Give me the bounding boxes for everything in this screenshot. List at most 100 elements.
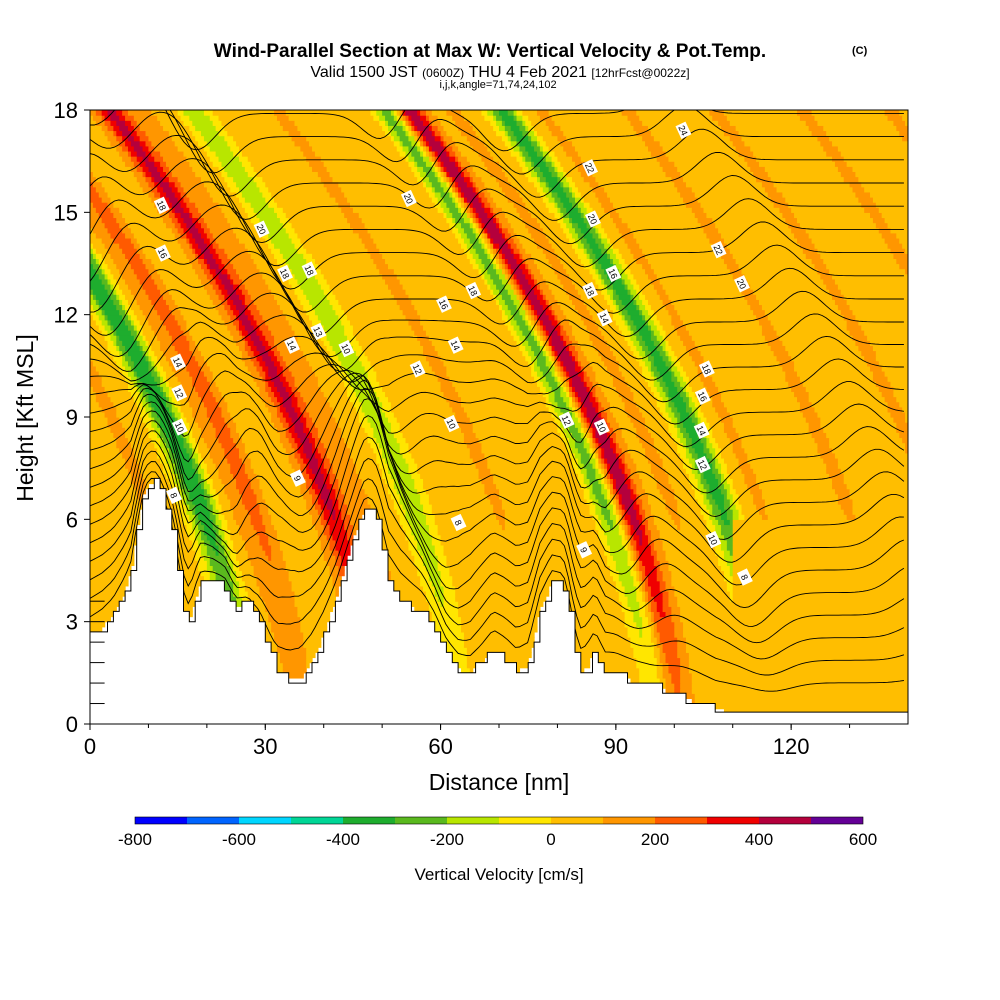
velocity-cell bbox=[688, 396, 693, 403]
velocity-cell bbox=[723, 550, 731, 556]
velocity-cell bbox=[399, 135, 410, 142]
velocity-cell bbox=[680, 191, 696, 198]
velocity-cell bbox=[563, 166, 579, 172]
velocity-cell bbox=[271, 355, 278, 362]
velocity-cell bbox=[458, 237, 465, 244]
velocity-cell bbox=[627, 544, 632, 551]
velocity-cell bbox=[668, 365, 672, 372]
velocity-cell bbox=[157, 355, 167, 362]
velocity-cell bbox=[688, 657, 908, 664]
velocity-cell bbox=[598, 396, 608, 403]
velocity-cell bbox=[241, 299, 246, 306]
velocity-cell bbox=[168, 176, 179, 183]
velocity-cell bbox=[662, 411, 670, 418]
velocity-cell bbox=[274, 662, 284, 669]
velocity-cell bbox=[566, 150, 579, 157]
velocity-cell bbox=[347, 196, 433, 203]
velocity-cell bbox=[90, 483, 135, 490]
velocity-cell bbox=[370, 253, 383, 259]
velocity-cell bbox=[221, 391, 261, 398]
velocity-cell bbox=[516, 340, 523, 346]
velocity-cell bbox=[487, 248, 491, 254]
velocity-cell bbox=[525, 156, 532, 162]
velocity-cell bbox=[250, 217, 261, 224]
velocity-cell bbox=[703, 514, 710, 520]
velocity-cell bbox=[610, 468, 623, 474]
velocity-cell bbox=[601, 667, 640, 674]
velocity-cell bbox=[487, 196, 494, 203]
velocity-cell bbox=[688, 478, 699, 485]
velocity-cell bbox=[639, 606, 646, 613]
velocity-cell bbox=[186, 156, 211, 162]
velocity-cell bbox=[539, 345, 544, 352]
velocity-cell bbox=[633, 580, 640, 587]
velocity-cell bbox=[811, 130, 827, 137]
velocity-cell bbox=[148, 360, 152, 367]
velocity-cell bbox=[656, 314, 672, 321]
velocity-cell bbox=[206, 560, 211, 566]
velocity-cell bbox=[136, 314, 147, 321]
velocity-cell bbox=[753, 171, 769, 178]
velocity-cell bbox=[247, 365, 258, 372]
velocity-cell bbox=[189, 452, 193, 459]
velocity-cell bbox=[291, 396, 299, 403]
velocity-cell bbox=[405, 529, 412, 536]
velocity-cell bbox=[148, 355, 152, 362]
velocity-cell bbox=[539, 340, 544, 346]
velocity-cell bbox=[615, 478, 626, 485]
velocity-cell bbox=[595, 473, 602, 479]
velocity-cell bbox=[721, 544, 728, 551]
velocity-cell bbox=[852, 498, 908, 505]
velocity-cell bbox=[452, 176, 456, 183]
velocity-cell bbox=[399, 427, 462, 433]
velocity-cell bbox=[484, 237, 488, 244]
velocity-cell bbox=[566, 135, 643, 142]
velocity-cell bbox=[215, 304, 225, 311]
velocity-cell bbox=[110, 324, 114, 331]
velocity-cell bbox=[136, 340, 141, 346]
velocity-cell bbox=[420, 150, 424, 157]
velocity-cell bbox=[478, 191, 485, 198]
velocity-cell bbox=[127, 258, 144, 265]
velocity-cell bbox=[314, 503, 322, 510]
velocity-cell bbox=[148, 294, 164, 300]
velocity-cell bbox=[285, 560, 328, 566]
velocity-cell bbox=[189, 212, 193, 219]
velocity-cell bbox=[139, 135, 150, 142]
velocity-cell bbox=[151, 406, 155, 413]
velocity-cell bbox=[887, 401, 900, 408]
velocity-cell bbox=[361, 406, 383, 413]
velocity-cell bbox=[738, 432, 813, 439]
velocity-cell bbox=[367, 417, 389, 423]
velocity-cell bbox=[338, 478, 363, 485]
velocity-cell bbox=[773, 324, 848, 331]
velocity-cell bbox=[195, 529, 202, 536]
velocity-cell bbox=[650, 365, 658, 372]
velocity-cell bbox=[262, 176, 322, 183]
velocity-cell bbox=[358, 232, 372, 239]
velocity-cell bbox=[168, 381, 182, 387]
velocity-cell bbox=[385, 478, 395, 485]
velocity-cell bbox=[493, 258, 497, 265]
velocity-cell bbox=[639, 437, 655, 444]
velocity-cell bbox=[656, 550, 667, 556]
velocity-cell bbox=[732, 590, 908, 597]
velocity-cell bbox=[385, 115, 395, 121]
velocity-cell bbox=[224, 585, 234, 592]
velocity-cell bbox=[466, 662, 480, 669]
velocity-cell bbox=[306, 483, 313, 490]
velocity-cell bbox=[130, 355, 147, 362]
velocity-cell bbox=[390, 401, 450, 408]
velocity-cell bbox=[718, 503, 725, 510]
velocity-cell bbox=[402, 140, 412, 147]
velocity-cell bbox=[133, 135, 141, 142]
velocity-cell bbox=[642, 370, 652, 377]
velocity-cell bbox=[163, 437, 170, 444]
velocity-cell bbox=[300, 483, 307, 490]
velocity-cell bbox=[297, 386, 322, 393]
velocity-cell bbox=[662, 539, 713, 546]
velocity-cell bbox=[180, 191, 187, 198]
velocity-cell bbox=[621, 534, 626, 541]
velocity-cell bbox=[589, 202, 602, 208]
velocity-cell bbox=[279, 417, 287, 423]
